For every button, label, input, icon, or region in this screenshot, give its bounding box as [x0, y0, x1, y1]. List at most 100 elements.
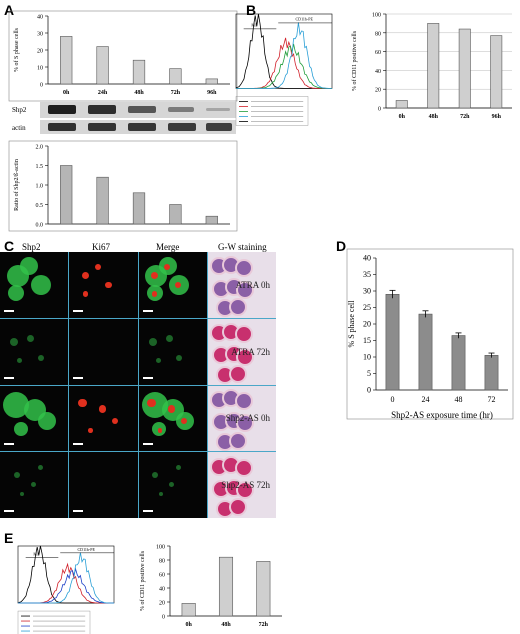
stained-cell — [234, 258, 253, 277]
col-header-merge: Merge — [156, 242, 180, 252]
green-stain-blob — [158, 491, 163, 496]
col-header-gw: G-W staining — [218, 242, 267, 252]
bar — [60, 165, 73, 225]
green-stain-blob — [155, 358, 161, 364]
bar — [60, 36, 73, 85]
stained-cell — [234, 392, 253, 411]
bar — [96, 176, 109, 225]
green-stain-blob — [20, 257, 39, 276]
x-tick-label: 48h — [429, 114, 439, 120]
micrograph-cell — [69, 318, 138, 385]
x-tick-label: 72h — [171, 90, 181, 96]
y-tick-label: 80 — [375, 31, 381, 37]
y-axis-label: % of CD11 positive cells — [139, 550, 146, 611]
gate-label-cd11b: CD11b-PE — [78, 547, 96, 552]
red-stain-dot — [174, 281, 182, 289]
scale-bar — [142, 376, 153, 379]
stained-cell — [229, 431, 248, 450]
x-tick-label: 48h — [221, 622, 231, 628]
scale-bar — [73, 309, 84, 312]
bar — [395, 100, 408, 109]
x-tick-label: 96h — [492, 114, 502, 120]
micrograph-cell — [138, 318, 207, 385]
x-tick-label: 48h — [134, 90, 144, 96]
micrograph-cell: ATRA 72h — [207, 318, 276, 385]
bar — [205, 215, 218, 225]
green-stain-blob — [27, 335, 35, 343]
micrograph-cell — [138, 252, 207, 318]
red-stain-dot — [181, 418, 188, 425]
scale-bar — [142, 510, 153, 512]
stained-cell — [234, 458, 253, 477]
row-label: ATRA 72h — [231, 346, 270, 357]
micrograph-cell — [0, 452, 69, 518]
red-stain-dot — [152, 291, 158, 297]
x-tick-label: 72h — [259, 622, 269, 628]
green-stain-blob — [165, 335, 173, 343]
col-header-shp2: Shp2 — [22, 242, 41, 252]
y-tick-label: 20 — [159, 601, 165, 607]
micrograph-cell: ATRA 0h — [207, 252, 276, 318]
flow-legend — [235, 96, 309, 126]
flow-curve — [236, 22, 332, 89]
scale-bar — [73, 510, 84, 512]
stained-cell — [229, 298, 248, 317]
y-tick-label: 10 — [37, 66, 43, 72]
bar — [181, 603, 196, 617]
flow-histogram-e: M1 CD11b-PE — [17, 545, 115, 634]
red-stain-dot — [112, 418, 119, 425]
panel-letter-d: D — [336, 238, 347, 254]
panel-letter-c: C — [4, 238, 15, 254]
x-tick-label: 0h — [63, 90, 70, 96]
green-stain-blob — [176, 354, 183, 361]
y-axis-label: % S phase cell — [347, 300, 356, 348]
y-tick-label: 100 — [372, 13, 381, 19]
scale-bar — [4, 376, 14, 379]
scale-bar — [73, 443, 84, 446]
green-stain-blob — [176, 465, 182, 471]
green-stain-blob — [20, 491, 25, 496]
x-tick-label: 24h — [98, 90, 108, 96]
y-tick-label: 40 — [159, 587, 165, 593]
y-tick-label: 30 — [363, 287, 371, 296]
red-stain-dot — [150, 271, 159, 280]
stained-cell — [229, 498, 248, 517]
blot-label-shp2: Shp2 — [12, 106, 27, 114]
row-label: Shp2-AS 0h — [225, 413, 270, 424]
x-tick-label: 24 — [422, 395, 430, 404]
col-header-ki67: Ki67 — [92, 242, 110, 252]
micrograph-cell — [69, 252, 138, 318]
bar — [96, 46, 109, 85]
flow-curve — [236, 43, 332, 89]
green-stain-blob — [8, 284, 25, 301]
red-stain-dot — [164, 263, 171, 270]
flow-histogram-b: M1 CD11b-PE — [235, 13, 333, 126]
y-tick-label: 40 — [37, 15, 43, 21]
panel-letter-a: A — [4, 2, 15, 18]
stained-cell — [229, 364, 248, 383]
scale-bar — [4, 510, 14, 512]
chart-frame — [346, 248, 514, 420]
stained-cell — [236, 280, 255, 299]
green-stain-blob — [30, 481, 36, 487]
y-tick-label: 20 — [375, 88, 381, 94]
y-axis-label: % of S phase cells — [13, 27, 20, 72]
panel-letter-e: E — [4, 530, 14, 546]
bar — [385, 293, 400, 391]
micrograph-grid: ATRA 0h ATRA 72h Shp2-AS 0h Shp2-AS 72h — [0, 252, 276, 518]
red-stain-dot — [82, 291, 89, 297]
red-stain-dot — [147, 398, 157, 408]
y-tick-label: 0 — [40, 83, 43, 89]
bar — [451, 335, 466, 391]
flow-curve — [18, 567, 114, 604]
micrograph-cell — [0, 318, 69, 385]
chart-b-cd11: 0 20 40 60 80 100 0h 48h 72h 96h % of CD11 positiv… — [351, 13, 512, 120]
red-stain-dot — [95, 263, 102, 270]
gate-label-cd11b: CD11b-PE — [296, 17, 314, 22]
bar — [132, 59, 146, 85]
red-stain-dot — [78, 398, 87, 408]
gate-label-m1: M1 — [33, 552, 39, 557]
stained-cell — [236, 414, 255, 433]
y-tick-label: 0 — [367, 386, 371, 395]
gate-label-m1: M1 — [251, 23, 257, 28]
